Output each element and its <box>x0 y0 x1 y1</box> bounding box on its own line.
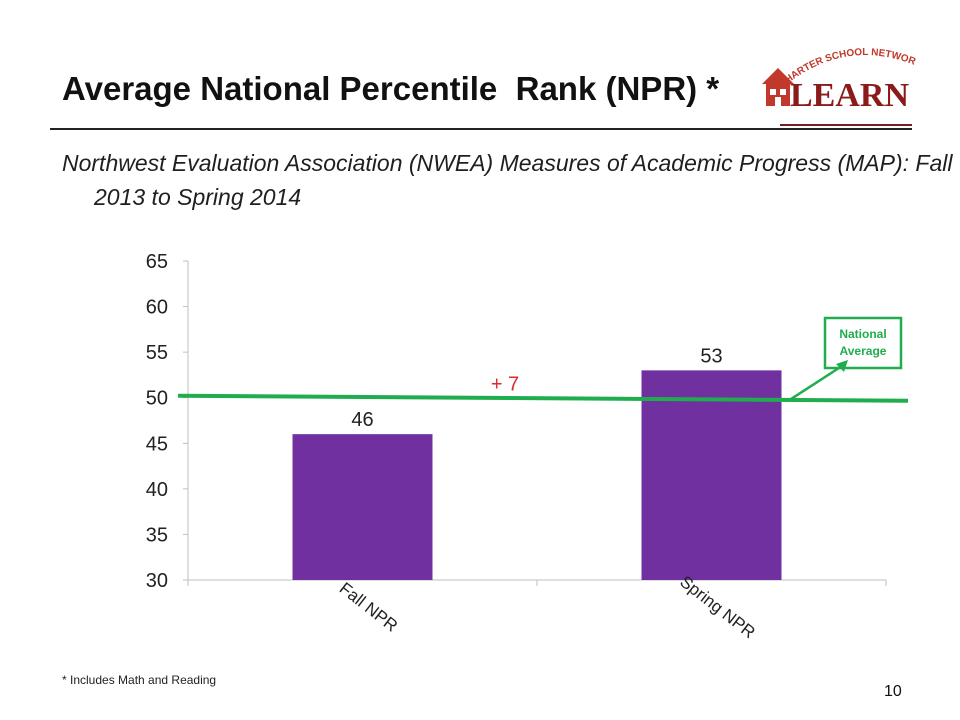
bar <box>292 434 433 580</box>
callout-label-line1: National <box>839 327 886 341</box>
logo-house-icon <box>762 68 794 106</box>
slide-subtitle: Northwest Evaluation Association (NWEA) … <box>62 150 953 210</box>
y-tick-label: 40 <box>146 479 168 501</box>
y-tick-label: 50 <box>146 388 168 410</box>
callout-arrow-head <box>836 360 848 372</box>
logo-underline <box>780 124 912 126</box>
y-tick-label: 55 <box>146 342 168 364</box>
x-tick-label: Spring NPR <box>676 572 758 642</box>
footnote: * Includes Math and Reading <box>62 673 217 687</box>
y-tick-label: 60 <box>146 297 168 319</box>
slide-title: Average National Percentile Rank (NPR) * <box>62 70 720 107</box>
logo-house-roof <box>762 68 794 84</box>
data-label: 46 <box>351 409 373 431</box>
national-average-line <box>177 393 909 403</box>
y-tick-label: 45 <box>146 433 168 455</box>
title-divider <box>50 128 912 130</box>
data-label: 53 <box>700 345 722 367</box>
y-tick-label: 65 <box>146 251 168 273</box>
callout-label-line2: Average <box>840 344 887 358</box>
page-number: 10 <box>884 683 902 700</box>
x-tick-label: Fall NPR <box>336 579 401 636</box>
national-average-callout <box>823 316 903 370</box>
y-tick-label: 35 <box>146 524 168 546</box>
callout-arrow-line <box>789 364 843 401</box>
bar <box>641 370 782 580</box>
y-tick-label: 30 <box>146 570 168 592</box>
logo-wordmark: LEARN <box>790 77 909 114</box>
learn-logo: CHARTER SCHOOL NETWORK LEARN <box>754 44 918 114</box>
change-annotation: + 7 <box>491 374 519 396</box>
